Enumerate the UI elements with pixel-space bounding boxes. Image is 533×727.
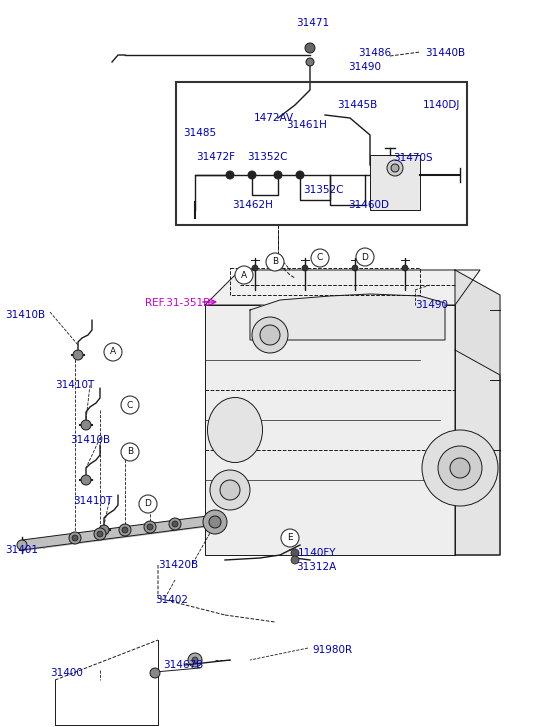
Circle shape [266,253,284,271]
Text: 31470S: 31470S [393,153,433,163]
Circle shape [220,480,240,500]
Circle shape [188,653,202,667]
Text: 31401: 31401 [5,545,38,555]
Circle shape [121,443,139,461]
Text: 31420B: 31420B [158,560,198,570]
Text: 31490: 31490 [415,300,448,310]
Text: 1472AV: 1472AV [254,113,294,123]
Text: 31410B: 31410B [5,310,45,320]
Text: 31472F: 31472F [196,152,235,162]
Polygon shape [455,270,500,555]
Circle shape [260,325,280,345]
Text: 31440B: 31440B [425,48,465,58]
Circle shape [104,343,122,361]
Text: 31462H: 31462H [232,200,273,210]
Polygon shape [205,305,455,555]
Text: B: B [127,448,133,457]
Text: B: B [272,257,278,267]
Bar [176,82,467,225]
Text: C: C [317,254,323,262]
Circle shape [72,535,78,541]
Circle shape [169,518,181,530]
Circle shape [291,549,299,557]
Circle shape [226,171,234,179]
Text: 1140DJ: 1140DJ [423,100,461,110]
Circle shape [150,668,160,678]
Circle shape [281,529,299,547]
Circle shape [119,524,131,536]
Circle shape [192,657,198,663]
Circle shape [306,58,314,66]
Circle shape [209,516,221,528]
Text: 31352C: 31352C [247,152,287,162]
Ellipse shape [207,398,262,462]
Text: 31410T: 31410T [55,380,94,390]
Circle shape [291,556,299,564]
Text: D: D [361,252,368,262]
Text: 31445B: 31445B [337,100,377,110]
Circle shape [352,265,358,271]
Circle shape [356,248,374,266]
Circle shape [302,265,308,271]
Text: 31352C: 31352C [303,185,343,195]
Circle shape [81,475,91,485]
Circle shape [305,43,315,53]
Text: 31402: 31402 [155,595,188,605]
Circle shape [252,317,288,353]
Text: 31410B: 31410B [70,435,110,445]
Circle shape [210,470,250,510]
Text: 31471: 31471 [296,18,329,28]
Text: 91980R: 91980R [312,645,352,655]
Circle shape [296,171,304,179]
Circle shape [311,249,329,267]
Circle shape [81,420,91,430]
Circle shape [252,265,258,271]
Circle shape [391,164,399,172]
Text: REF.31-351B: REF.31-351B [145,298,210,308]
Circle shape [144,521,156,533]
Circle shape [147,524,153,530]
Text: 31486: 31486 [358,48,391,58]
Text: 31485: 31485 [183,128,216,138]
Circle shape [438,446,482,490]
Polygon shape [250,294,445,340]
Circle shape [450,458,470,478]
Text: 31460D: 31460D [348,200,389,210]
Circle shape [94,528,106,540]
Circle shape [139,495,157,513]
Circle shape [402,265,408,271]
Circle shape [122,527,128,533]
Text: C: C [127,401,133,409]
Circle shape [17,540,27,550]
Circle shape [121,396,139,414]
Circle shape [99,525,109,535]
Text: 31461H: 31461H [286,120,327,130]
Circle shape [97,531,103,537]
Circle shape [73,350,83,360]
Text: 31400: 31400 [50,668,83,678]
Text: 1140FY: 1140FY [298,548,336,558]
Circle shape [422,430,498,506]
Text: 31490: 31490 [348,62,381,72]
Text: D: D [144,499,151,508]
Text: E: E [287,534,293,542]
Text: 31410T: 31410T [73,496,112,506]
Circle shape [274,171,282,179]
Text: 31467B: 31467B [163,660,203,670]
Polygon shape [205,270,480,305]
Text: A: A [110,348,116,356]
Circle shape [69,532,81,544]
Circle shape [203,510,227,534]
Circle shape [387,160,403,176]
Polygon shape [455,350,500,555]
Text: 31312A: 31312A [296,562,336,572]
Bar [370,155,420,210]
Circle shape [248,171,256,179]
Text: A: A [241,270,247,279]
Circle shape [172,521,178,527]
Circle shape [235,266,253,284]
